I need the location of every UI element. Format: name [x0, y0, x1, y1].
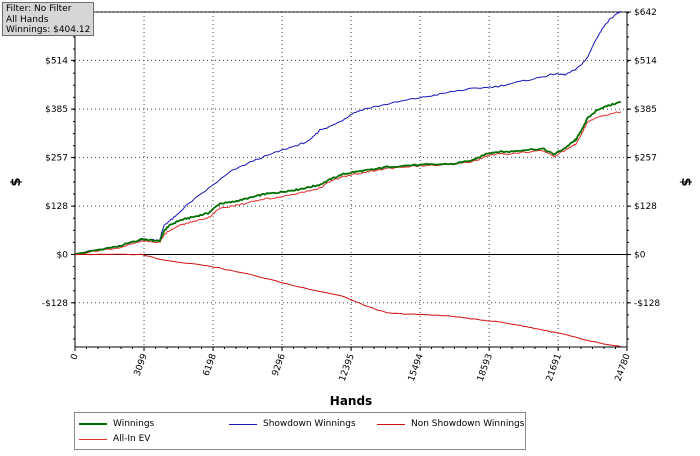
series-line-showdown-winnings [75, 11, 622, 255]
filter-label: Filter: No Filter [6, 4, 72, 14]
series-line-winnings [74, 101, 621, 256]
series-line-non-showdown-winnings [75, 253, 621, 348]
legend-label: All-In EV [113, 434, 151, 444]
x-tick-label: 21691 [545, 353, 564, 383]
x-tick-label: 3099 [133, 352, 150, 377]
hands-label: All Hands [6, 14, 49, 25]
x-tick-label: 6198 [202, 352, 219, 377]
legend-swatch-all-in-ev [79, 438, 107, 440]
legend-item-non-showdown-winnings: Non Showdown Winnings [377, 418, 524, 430]
winnings-label: Winnings: $404.12 [6, 25, 91, 35]
legend-item-winnings: Winnings [79, 418, 154, 430]
chart-legend: Winnings Showdown Winnings Non Showdown … [74, 412, 526, 450]
y-axis-title-left: $ [9, 177, 24, 186]
y-tick-label-right: -$128 [634, 299, 660, 309]
y-tick-label-right: $0 [634, 250, 646, 260]
y-tick-label-left: $514 [45, 56, 68, 66]
legend-item-all-in-ev: All-In EV [79, 433, 150, 445]
x-tick-label: 9296 [271, 352, 288, 377]
y-tick-label-left: $128 [45, 202, 68, 212]
legend-item-showdown-winnings: Showdown Winnings [229, 418, 356, 430]
y-tick-label-right: $385 [634, 105, 657, 115]
plot-area [74, 11, 628, 348]
y-tick-label-left: $385 [45, 105, 68, 115]
y-tick-label-left: $257 [45, 153, 68, 163]
legend-label: Non Showdown Winnings [411, 419, 525, 429]
x-tick-label: 15494 [407, 352, 426, 383]
series-lines [74, 11, 622, 348]
x-tick-label: 0 [69, 352, 80, 361]
legend-label: Showdown Winnings [263, 419, 356, 429]
y-tick-label-left: -$128 [42, 299, 68, 309]
y-tick-label-right: $642 [634, 8, 657, 18]
y-tick-label-right: $514 [634, 56, 657, 66]
legend-swatch-non-showdown [377, 423, 405, 425]
legend-swatch-showdown [229, 423, 257, 425]
y-tick-label-right: $128 [634, 202, 657, 212]
filter-info-box: Filter: No Filter All Hands Winnings: $4… [2, 2, 94, 36]
x-axis-title: Hands [330, 394, 372, 408]
x-tick-label: 18593 [476, 353, 495, 383]
y-axis-title-right: $ [678, 177, 693, 186]
x-tick-label: 24780 [614, 352, 633, 383]
y-tick-label-left: $0 [57, 250, 69, 260]
x-tick-label: 12395 [338, 353, 357, 383]
y-tick-label-right: $257 [634, 153, 657, 163]
legend-label: Winnings [113, 419, 155, 429]
grid [74, 11, 628, 348]
legend-swatch-winnings [79, 423, 107, 425]
